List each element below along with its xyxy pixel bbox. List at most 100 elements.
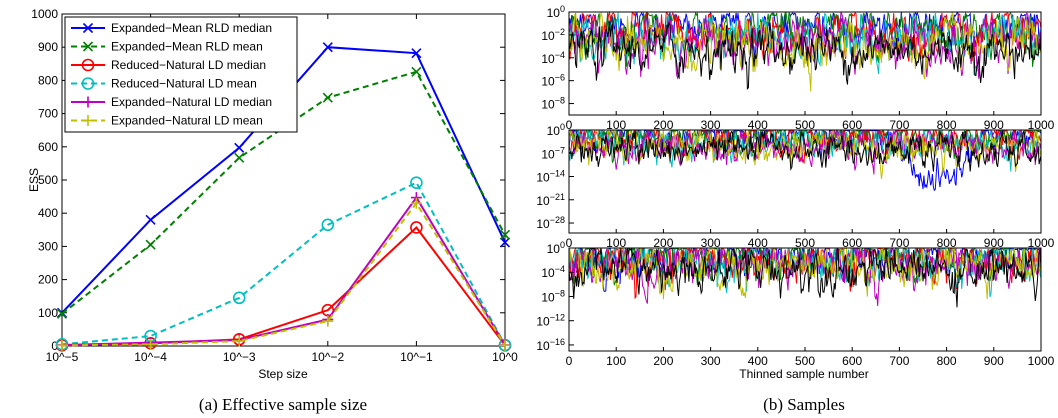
ess-y-tick-label: 200 — [38, 273, 58, 287]
ess-data-point — [234, 142, 245, 153]
samples-x-tick-label: 1000 — [1028, 118, 1055, 132]
samples-x-tick-label: 500 — [795, 354, 815, 368]
ess-legend: Expanded−Mean RLD median Expanded−Mean RL… — [64, 16, 298, 133]
ess-data-point — [321, 218, 335, 232]
ess-legend-label: Reduced−Natural LD mean — [111, 77, 257, 91]
samples-y-tick-label: 10−7 — [541, 145, 565, 161]
ess-data-point — [411, 66, 422, 77]
ess-legend-entry: Reduced−Natural LD median — [71, 58, 266, 72]
ess-legend-label: Expanded−Natural LD mean — [111, 114, 263, 128]
ess-data-point — [232, 291, 246, 305]
samples-trace-line — [569, 130, 1041, 180]
ess-y-tick-label: 0 — [51, 339, 58, 353]
samples-traces — [569, 248, 1041, 308]
ess-y-tick-label: 1000 — [31, 7, 58, 21]
ess-legend-entry: Expanded−Natural LD median — [71, 95, 272, 109]
samples-panel-2: 100 10−7 10−14 10−21 10−280 100 200 300 400 500 60… — [536, 122, 1054, 250]
samples-x-tick-label: 900 — [984, 354, 1004, 368]
ess-legend-entry: Expanded−Mean RLD median — [71, 21, 272, 35]
samples-panel-1: 100 10−2 10−4 10−6 10−80 100 200 300 400 500 600 70… — [541, 4, 1054, 132]
ess-legend-label: Expanded−Natural LD median — [111, 95, 272, 109]
ess-legend-label: Expanded−Mean RLD mean — [111, 40, 263, 54]
ess-y-tick-label: 100 — [38, 306, 58, 320]
ess-y-ticks: 0 100 200 300 400 500 600 700 800 900 1000 — [31, 7, 505, 353]
samples-y-tick-label: 100 — [547, 122, 565, 138]
samples-traces — [569, 130, 1041, 192]
samples-x-tick-label: 0 — [566, 354, 573, 368]
samples-x-tick-label: 900 — [984, 236, 1004, 250]
ess-y-tick-label: 600 — [38, 140, 58, 154]
ess-data-point — [410, 221, 423, 234]
ess-x-axis-label: Step size — [258, 367, 308, 381]
samples-y-tick-label: 10−2 — [541, 27, 565, 43]
samples-caption: (b) Samples — [763, 395, 845, 414]
samples-x-tick-label: 200 — [653, 354, 673, 368]
ess-caption: (a) Effective sample size — [199, 395, 367, 414]
samples-trace-line — [569, 248, 1041, 300]
ess-y-tick-label: 400 — [38, 206, 58, 220]
samples-trace-line — [569, 130, 1041, 172]
ess-legend-label: Expanded−Mean RLD median — [111, 21, 272, 35]
ess-data-point — [82, 22, 94, 34]
samples-x-tick-label: 200 — [653, 236, 673, 250]
samples-x-tick-label: 1000 — [1028, 354, 1055, 368]
ess-data-point — [411, 48, 422, 59]
samples-y-tick-label: 10−12 — [536, 313, 565, 329]
ess-x-tick-label: 10^−1 — [400, 350, 433, 364]
ess-x-tick-label: 10^−4 — [134, 350, 167, 364]
ess-y-tick-label: 900 — [38, 40, 58, 54]
ess-data-point — [82, 41, 94, 52]
ess-x-tick-label: 10^−2 — [311, 350, 344, 364]
samples-y-tick-label: 10−28 — [536, 215, 565, 231]
ess-legend-entry: Expanded−Natural LD mean — [71, 114, 263, 128]
ess-data-point — [56, 308, 68, 319]
samples-x-tick-label: 200 — [653, 118, 673, 132]
ess-legend-entry: Expanded−Mean RLD mean — [71, 40, 263, 54]
samples-x-tick-label: 300 — [701, 236, 721, 250]
samples-x-tick-label: 500 — [795, 236, 815, 250]
samples-x-tick-label: 800 — [937, 118, 957, 132]
samples-x-tick-label: 800 — [937, 354, 957, 368]
samples-y-tick-label: 10−4 — [541, 50, 565, 66]
samples-panel-3: 100 10−4 10−8 10−12 10−160 100 200 300 400 500 600… — [536, 240, 1054, 368]
ess-legend-entry: Reduced−Natural LD mean — [71, 77, 257, 91]
samples-x-tick-label: 700 — [889, 118, 909, 132]
samples-x-axis-label: Thinned sample number — [739, 367, 868, 381]
ess-data-point — [81, 58, 95, 72]
samples-traces — [569, 12, 1041, 92]
ess-data-point — [410, 176, 423, 189]
ess-data-point — [322, 42, 333, 53]
samples-y-tick-label: 100 — [547, 240, 565, 256]
samples-x-tick-label: 400 — [748, 354, 768, 368]
samples-x-tick-label: 300 — [701, 354, 721, 368]
ess-y-tick-label: 500 — [38, 173, 58, 187]
samples-x-tick-label: 600 — [842, 354, 862, 368]
ess-y-tick-label: 300 — [38, 239, 58, 253]
samples-trace-line — [569, 12, 1041, 80]
samples-x-tick-label: 100 — [606, 354, 626, 368]
ess-series — [55, 42, 512, 352]
samples-x-tick-label: 400 — [748, 236, 768, 250]
ess-series-path — [61, 201, 506, 347]
ess-legend-box — [64, 16, 298, 133]
samples-y-tick-label: 100 — [547, 4, 565, 20]
samples-y-tick-label: 10−4 — [541, 264, 565, 280]
ess-legend-label: Reduced−Natural LD median — [111, 58, 266, 72]
ess-x-ticks: 10^−5 10^−4 10^−3 10^−2 10^−1 10^0 — [46, 14, 518, 364]
ess-data-point — [499, 229, 511, 240]
samples-x-tick-label: 900 — [984, 118, 1004, 132]
samples-y-tick-label: 10−6 — [541, 73, 565, 89]
samples-x-tick-label: 700 — [889, 236, 909, 250]
ess-series-path — [61, 195, 506, 347]
ess-data-point — [145, 239, 156, 250]
ess-data-point — [234, 152, 245, 163]
ess-series-line — [56, 197, 511, 351]
ess-data-point — [499, 237, 511, 248]
samples-x-tick-label: 800 — [937, 236, 957, 250]
samples-x-tick-label: 1000 — [1028, 236, 1055, 250]
samples-y-tick-label: 10−21 — [536, 192, 565, 208]
samples-x-tick-label: 600 — [842, 236, 862, 250]
